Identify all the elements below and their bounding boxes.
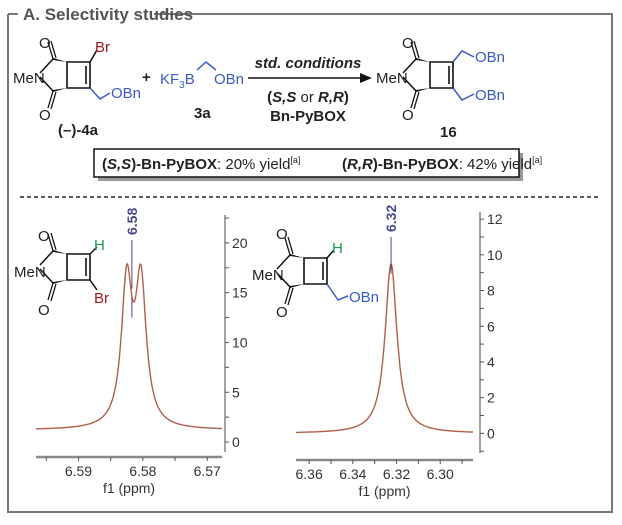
product-16-structure: O O MeN OBn OBn 16 <box>376 35 505 141</box>
y-tick-label: 6 <box>487 318 495 334</box>
yield-ss: (S,S)-Bn-PyBOX: 20% yield[a] <box>102 155 300 173</box>
y-tick-label: 10 <box>487 247 503 263</box>
y-tick-label: 10 <box>232 334 248 350</box>
y-tick-label: 12 <box>487 211 503 227</box>
y-tick-label: 4 <box>487 354 495 370</box>
ligand-options-label: (S,S or R,R) <box>267 89 349 106</box>
reactant-4a-structure: O O MeN Br OBn (–)-4a <box>13 35 141 139</box>
oxygen-label: O <box>276 226 288 243</box>
bromine-label: Br <box>95 39 110 56</box>
oxygen-label: O <box>402 35 414 52</box>
compound-label-3a: 3a <box>194 105 211 122</box>
oxygen-label: O <box>276 304 288 321</box>
hydrogen-label: H <box>332 240 343 257</box>
x-tick-label: 6.59 <box>65 463 92 479</box>
obn-label: OBn <box>349 289 379 306</box>
nmr-spectrum-obn: 6.36 6.34 6.32 6.30 f1 (ppm) 0 2 4 6 8 10 12 6.32 <box>295 205 502 499</box>
y-tick-label: 0 <box>487 425 495 441</box>
nmr-spectrum-bromo: 6.59 6.58 6.57 f1 (ppm) 0 5 10 15 20 6.58 <box>35 208 248 496</box>
spectrum-line <box>35 262 223 430</box>
oxygen-label: O <box>38 302 50 319</box>
x-axis-label: f1 (ppm) <box>358 483 410 499</box>
oxygen-label: O <box>39 35 51 52</box>
peak-label: 6.32 <box>383 205 399 232</box>
reagent-3a-structure: KF3B OBn 3a <box>160 61 244 122</box>
svg-text:KF3B: KF3B <box>160 71 195 91</box>
amine-label: MeN <box>14 264 46 281</box>
x-tick-label: 6.57 <box>194 463 221 479</box>
inset-structure-obn: O O MeN H OBn <box>252 226 379 321</box>
compound-label-4a: (–)-4a <box>58 122 99 139</box>
plus-sign: + <box>142 69 151 86</box>
x-tick-label: 6.30 <box>427 466 454 482</box>
compound-label-16: 16 <box>440 124 457 141</box>
amine-label: MeN <box>13 70 45 87</box>
conditions-label: std. conditions <box>255 55 362 72</box>
y-tick-label: 2 <box>487 390 495 406</box>
inset-structure-bromo: O O MeN H Br <box>14 228 109 319</box>
amine-label: MeN <box>252 267 284 284</box>
y-tick-label: 8 <box>487 283 495 299</box>
obn-label: OBn <box>475 49 505 66</box>
bromine-label: Br <box>94 290 109 307</box>
obn-label: OBn <box>475 87 505 104</box>
x-tick-label: 6.58 <box>129 463 156 479</box>
x-tick-label: 6.34 <box>339 466 366 482</box>
oxygen-label: O <box>38 228 50 245</box>
yield-rr: (R,R)-Bn-PyBOX: 42% yield[a] <box>342 155 542 173</box>
y-tick-label: 20 <box>232 235 248 251</box>
yield-box: (S,S)-Bn-PyBOX: 20% yield[a] (R,R)-Bn-Py… <box>93 148 542 181</box>
section-title: A. Selectivity studies <box>23 5 193 24</box>
oxygen-label: O <box>39 107 51 124</box>
hydrogen-label: H <box>94 237 105 254</box>
y-tick-label: 5 <box>232 384 240 400</box>
reaction-arrow: std. conditions (S,S or R,R) Bn-PyBOX <box>248 55 372 125</box>
obn-label: OBn <box>111 85 141 102</box>
peak-label: 6.58 <box>124 208 140 235</box>
oxygen-label: O <box>402 107 414 124</box>
y-tick-label: 0 <box>232 434 240 450</box>
section-frame <box>7 13 613 513</box>
spectrum-line <box>296 262 474 434</box>
obn-label: OBn <box>214 71 244 88</box>
x-tick-label: 6.32 <box>383 466 410 482</box>
amine-label: MeN <box>376 70 408 87</box>
ligand-label: Bn-PyBOX <box>270 108 346 125</box>
x-tick-label: 6.36 <box>295 466 322 482</box>
y-tick-label: 15 <box>232 285 248 301</box>
x-axis-label: f1 (ppm) <box>103 480 155 496</box>
